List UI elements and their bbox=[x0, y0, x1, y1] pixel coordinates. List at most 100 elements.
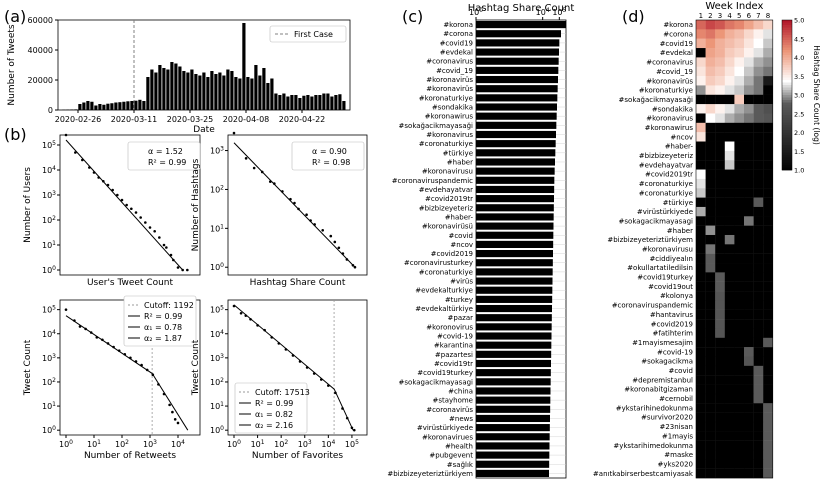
data-point bbox=[102, 179, 105, 183]
category-label: #coronaviruspandemic bbox=[392, 177, 473, 185]
heatmap-cell bbox=[734, 337, 745, 348]
heatmap-cell bbox=[753, 300, 764, 310]
category-label: #evdehayatvar bbox=[419, 186, 473, 194]
category-label: #bizbizeyeteriztürkiyem bbox=[387, 470, 473, 478]
data-point bbox=[232, 304, 236, 308]
y-tick-label: 101 bbox=[210, 223, 224, 233]
chart-users-tweet-count: 100 101 102 103 104 105 User's Tweet Count Numb… bbox=[23, 133, 201, 288]
heatmap-cell bbox=[705, 421, 716, 432]
bar bbox=[476, 21, 566, 29]
data-point bbox=[341, 252, 345, 255]
y-axis-label: Number of Hashtags bbox=[191, 158, 201, 251]
heatmap-cell bbox=[696, 440, 706, 451]
heatmap-cell bbox=[715, 393, 725, 404]
category-label: #ncov bbox=[450, 241, 473, 249]
heatmap-cell bbox=[753, 440, 764, 451]
bar bbox=[158, 65, 162, 110]
data-point bbox=[162, 243, 166, 247]
bar bbox=[476, 350, 552, 358]
heatmap-cell bbox=[715, 66, 725, 77]
heatmap-cell bbox=[753, 150, 764, 161]
heatmap-cell bbox=[744, 365, 754, 376]
heatmap-cell bbox=[744, 20, 754, 30]
y-tick-label: 101 bbox=[210, 401, 224, 411]
bar bbox=[154, 72, 158, 110]
colorbar-segment bbox=[782, 100, 792, 103]
heatmap-cell bbox=[705, 132, 716, 142]
heatmap-cell bbox=[715, 309, 725, 320]
legend-entry: Cutoff: 17513 bbox=[255, 388, 310, 397]
row-label: #virüstürkiyede bbox=[637, 208, 693, 216]
heatmap-cell bbox=[724, 328, 735, 338]
heatmap-cell bbox=[705, 234, 716, 245]
x-tick-label: 2020-04-08 bbox=[223, 115, 270, 124]
heatmap-cell bbox=[734, 113, 745, 124]
data-point bbox=[345, 258, 349, 261]
heatmap-cell bbox=[763, 122, 773, 133]
data-point bbox=[171, 410, 174, 414]
bar bbox=[222, 75, 226, 110]
heatmap-cell bbox=[763, 197, 773, 208]
bar bbox=[234, 77, 238, 110]
heatmap-cell bbox=[753, 468, 764, 479]
heatmap-cell bbox=[734, 263, 745, 273]
category-label: #coronavirusturkey bbox=[404, 259, 473, 267]
heatmap-cell bbox=[696, 234, 706, 245]
heatmap-cell bbox=[696, 291, 706, 301]
colorbar-segment bbox=[782, 110, 792, 113]
x-tick-label: 103 bbox=[143, 439, 157, 449]
row-label: #fatihterim bbox=[653, 330, 694, 338]
data-point bbox=[148, 226, 152, 229]
heatmap-cell bbox=[744, 375, 754, 385]
bar bbox=[134, 100, 138, 110]
heatmap-cell bbox=[696, 281, 706, 292]
heatmap-cell bbox=[734, 104, 745, 114]
heatmap-cell bbox=[734, 244, 745, 254]
heatmap-cell bbox=[696, 122, 706, 133]
heatmap-cell bbox=[724, 197, 735, 208]
x-tick-label: 8 bbox=[766, 12, 770, 20]
colorbar-tick-label: 1.5 bbox=[794, 148, 804, 156]
bar bbox=[214, 74, 218, 110]
heatmap-cell bbox=[753, 20, 764, 30]
row-label: #koronavirus bbox=[646, 115, 693, 123]
x-tick-label: 4 bbox=[727, 12, 732, 20]
heatmap-cell bbox=[763, 225, 773, 236]
heatmap-cell bbox=[705, 160, 716, 170]
heatmap-cell bbox=[715, 104, 725, 114]
heatmap-cell bbox=[724, 206, 735, 217]
bar bbox=[476, 75, 558, 84]
heatmap-cell bbox=[753, 206, 764, 217]
heatmap-cell bbox=[744, 244, 754, 254]
heatmap-cell bbox=[734, 48, 745, 58]
category-label: #covid2019tr bbox=[425, 195, 473, 203]
row-label: #koronaturkiye bbox=[639, 87, 693, 95]
bar bbox=[476, 359, 551, 368]
data-point bbox=[291, 354, 295, 357]
legend-entry: α₂ = 2.16 bbox=[255, 421, 293, 430]
data-point bbox=[116, 193, 119, 197]
bar bbox=[476, 378, 551, 386]
heatmap-cell bbox=[715, 412, 725, 423]
heatmap-cell bbox=[734, 85, 745, 95]
legend-box bbox=[269, 25, 347, 43]
y-axis-label: Tweet Count bbox=[23, 339, 33, 396]
data-point bbox=[244, 314, 248, 317]
legend-entry: α₂ = 1.87 bbox=[144, 334, 182, 343]
category-label: #health bbox=[445, 442, 473, 450]
bar bbox=[98, 104, 102, 110]
heatmap-cell bbox=[744, 178, 754, 189]
data-point bbox=[64, 133, 68, 137]
heatmap-cell bbox=[724, 132, 735, 142]
heatmap-cell bbox=[734, 421, 745, 432]
bar bbox=[102, 104, 106, 110]
heatmap-cell bbox=[763, 272, 773, 282]
heatmap-cell bbox=[763, 244, 773, 254]
row-label: #haber- bbox=[665, 143, 694, 151]
bar bbox=[114, 102, 118, 110]
heatmap-cell bbox=[744, 216, 754, 226]
heatmap-cell bbox=[696, 365, 706, 376]
data-point bbox=[120, 198, 124, 202]
colorbar-segment bbox=[782, 77, 792, 81]
bar bbox=[86, 101, 90, 110]
